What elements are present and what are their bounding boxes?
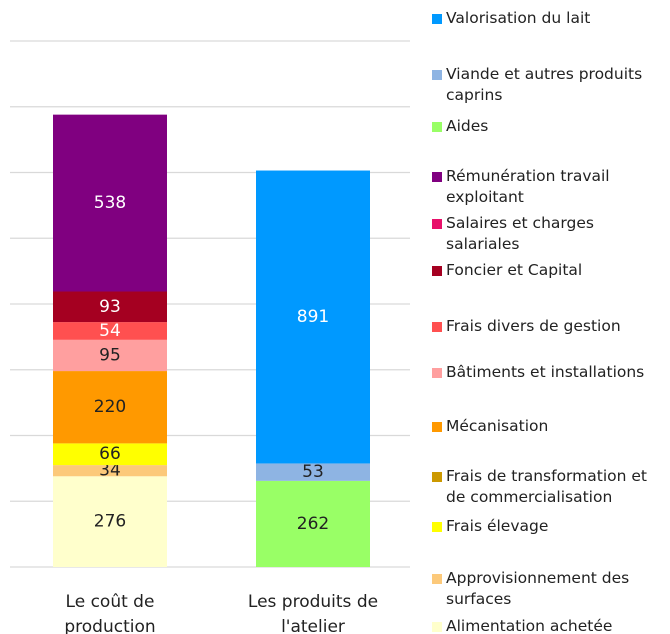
legend-swatch xyxy=(432,172,442,182)
legend-label: Aides xyxy=(446,117,489,135)
data-label: 220 xyxy=(94,397,126,417)
legend-label: Viande et autres produits caprins xyxy=(446,65,643,104)
legend-swatch xyxy=(432,422,442,432)
data-label: 66 xyxy=(99,444,121,464)
legend-swatch xyxy=(432,574,442,584)
bar-segment xyxy=(53,371,167,444)
data-label: 891 xyxy=(297,307,329,327)
bar-segment xyxy=(53,476,167,567)
legend-label: Bâtiments et installations xyxy=(446,363,645,381)
legend-swatch xyxy=(432,522,442,532)
legend-label: Frais divers de gestion xyxy=(446,317,621,335)
legend-label: Alimentation achetée xyxy=(446,617,613,634)
data-label: 93 xyxy=(99,297,121,317)
x-tick-label: Le coût de production xyxy=(64,592,156,634)
bar-segment xyxy=(53,322,167,340)
legend-swatch xyxy=(432,266,442,276)
bar-segment xyxy=(53,291,167,323)
data-label: 53 xyxy=(302,462,324,482)
bar-segment xyxy=(53,443,167,466)
legend-swatch xyxy=(432,472,442,482)
legend-label: Salaires et charges salariales xyxy=(446,214,594,253)
bar-segment xyxy=(256,463,370,481)
data-label: 95 xyxy=(99,345,121,365)
x-tick-label: Les produits de l'atelier xyxy=(247,592,379,634)
legend-swatch xyxy=(432,322,442,332)
bar-segment xyxy=(53,465,167,477)
data-label: 34 xyxy=(99,461,121,481)
legend-swatch xyxy=(432,368,442,378)
legend-label: Frais de transformation et de commercial… xyxy=(446,467,647,506)
bar-segment xyxy=(53,114,167,292)
legend-label: Approvisionnement des surfaces xyxy=(446,569,630,608)
legend-label: Mécanisation xyxy=(446,417,549,435)
data-label: 262 xyxy=(297,514,329,534)
legend-swatch xyxy=(432,122,442,132)
legend-swatch xyxy=(432,14,442,24)
legend-swatch xyxy=(432,70,442,80)
legend-swatch xyxy=(432,622,442,632)
legend-label: Valorisation du lait xyxy=(446,9,591,27)
data-label: 276 xyxy=(94,512,126,532)
legend-label: Rémunération travail exploitant xyxy=(446,167,610,206)
data-label: 54 xyxy=(99,321,121,341)
legend-swatch xyxy=(432,219,442,229)
bar-segment xyxy=(256,480,370,567)
bar-segment xyxy=(53,339,167,372)
legend-label: Foncier et Capital xyxy=(446,261,583,279)
bar-segment xyxy=(256,170,370,464)
legend-label: Frais élevage xyxy=(446,517,549,535)
data-label: 538 xyxy=(94,193,126,213)
